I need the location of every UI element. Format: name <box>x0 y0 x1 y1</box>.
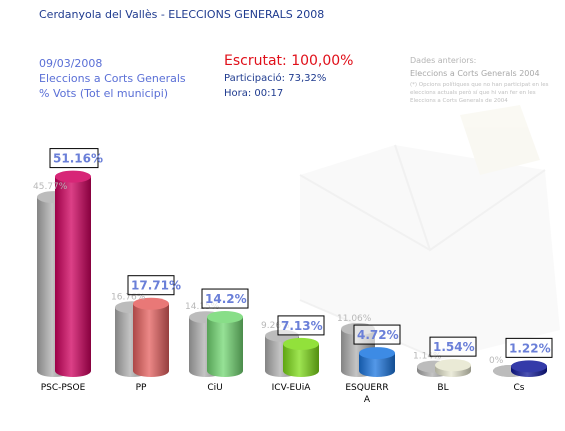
current-value-label: 51.16% <box>53 152 103 166</box>
previous-election: Eleccions a Corts Generals 2004 <box>410 69 540 78</box>
current-bar-4 <box>359 347 395 377</box>
value-box <box>49 148 99 169</box>
previous-value-label: 45.77% <box>33 182 68 192</box>
page-title: Cerdanyola del Vallès - ELECCIONS GENERA… <box>39 8 325 21</box>
previous-value-label: 0% <box>489 356 504 366</box>
current-bar-3 <box>283 337 319 377</box>
category-label: ESQUERR <box>345 383 388 393</box>
current-value-label: 1.54% <box>433 340 475 354</box>
category-label: Cs <box>514 383 525 393</box>
previous-value-label: 1.14% <box>413 352 442 362</box>
category-label: PP <box>136 383 147 393</box>
count-status: Escrutat: 100,00% Participació: 73,32% H… <box>224 54 353 101</box>
update-time: Hora: 00:17 <box>224 88 284 99</box>
previous-value-label: 16.76% <box>111 292 146 302</box>
escrutat-status: Escrutat: 100,00% <box>224 53 354 69</box>
previous-note: (*) Opcions polítiques que no han partic… <box>410 82 549 104</box>
category-label: BL <box>437 383 448 393</box>
previous-value-label: 9.26% <box>261 321 290 331</box>
category-label: PSC-PSOE <box>41 383 86 393</box>
current-value-label: 14.2% <box>205 292 247 306</box>
previous-value-label: 11.06% <box>337 314 372 324</box>
current-bar-1 <box>133 297 169 377</box>
value-box <box>277 315 325 336</box>
vote-scope: % Vots (Tot el municipi) <box>39 87 169 100</box>
value-box <box>505 337 553 358</box>
election-date: 09/03/2008 <box>39 57 103 70</box>
current-value-label: 4.72% <box>357 328 399 342</box>
current-value-label: 7.13% <box>281 319 323 333</box>
value-box <box>429 336 477 357</box>
current-bar-0 <box>55 170 91 377</box>
election-type: Eleccions a Corts Generals <box>39 72 186 85</box>
value-box <box>353 324 401 345</box>
current-value-label: 17.71% <box>131 279 181 293</box>
value-box <box>127 275 175 296</box>
current-bar-2 <box>207 311 243 377</box>
current-bar-5 <box>435 359 471 377</box>
category-label: ICV-EUiA <box>272 383 312 393</box>
previous-data-title: Dades anteriors: <box>410 56 477 65</box>
election-info: 09/03/2008 Eleccions a Corts Generals % … <box>39 56 186 101</box>
previous-data: Dades anteriors: Eleccions a Corts Gener… <box>410 55 560 105</box>
value-box <box>201 288 249 309</box>
current-value-label: 1.22% <box>509 341 551 355</box>
category-label: CiU <box>207 383 222 393</box>
participation: Participació: 73,32% <box>224 73 327 84</box>
category-label: A <box>364 395 371 405</box>
current-bar-6 <box>511 360 547 377</box>
